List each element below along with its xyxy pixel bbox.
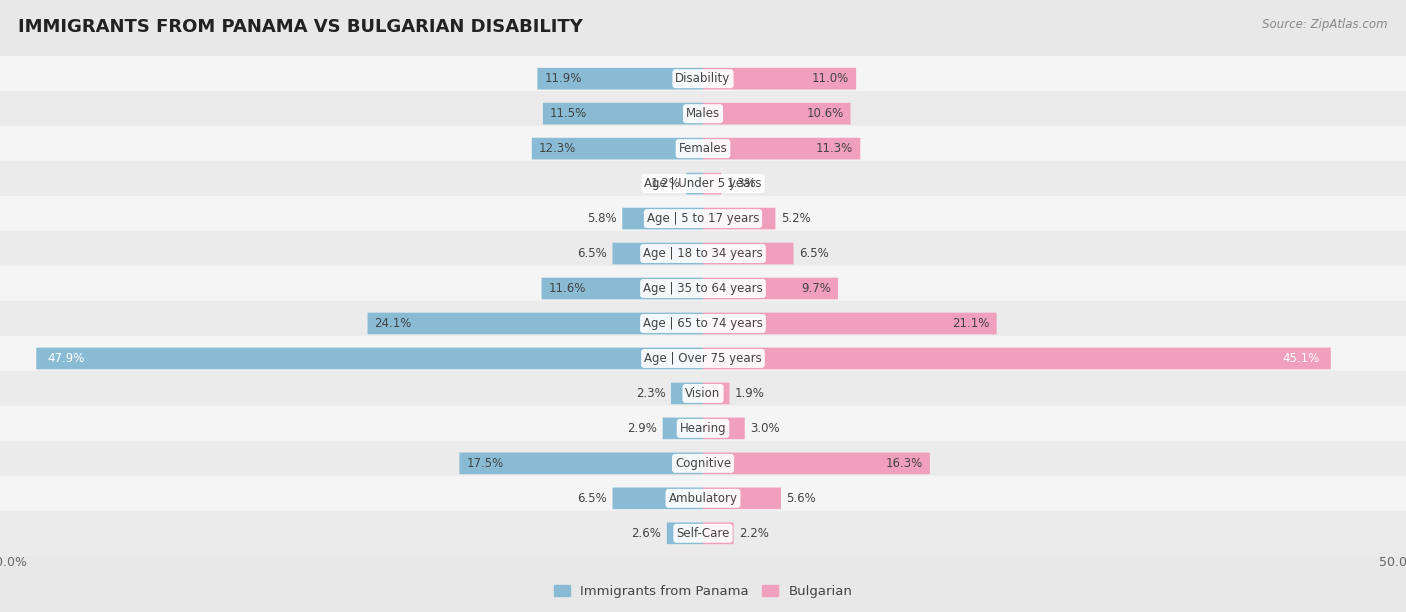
Text: Age | Under 5 years: Age | Under 5 years xyxy=(644,177,762,190)
FancyBboxPatch shape xyxy=(703,348,1330,369)
Text: 2.6%: 2.6% xyxy=(631,527,661,540)
FancyBboxPatch shape xyxy=(531,138,703,160)
Text: 10.6%: 10.6% xyxy=(806,107,844,120)
Text: 5.2%: 5.2% xyxy=(780,212,811,225)
FancyBboxPatch shape xyxy=(703,173,721,195)
FancyBboxPatch shape xyxy=(703,243,793,264)
Text: 3.0%: 3.0% xyxy=(751,422,780,435)
FancyBboxPatch shape xyxy=(671,382,703,405)
FancyBboxPatch shape xyxy=(703,523,734,544)
FancyBboxPatch shape xyxy=(703,488,780,509)
FancyBboxPatch shape xyxy=(662,417,703,439)
FancyBboxPatch shape xyxy=(703,417,745,439)
Text: Age | 5 to 17 years: Age | 5 to 17 years xyxy=(647,212,759,225)
FancyBboxPatch shape xyxy=(0,91,1406,136)
Text: Age | Over 75 years: Age | Over 75 years xyxy=(644,352,762,365)
FancyBboxPatch shape xyxy=(703,313,997,334)
FancyBboxPatch shape xyxy=(666,523,703,544)
Text: Age | 35 to 64 years: Age | 35 to 64 years xyxy=(643,282,763,295)
Text: Disability: Disability xyxy=(675,72,731,85)
FancyBboxPatch shape xyxy=(0,231,1406,276)
Text: Males: Males xyxy=(686,107,720,120)
Text: IMMIGRANTS FROM PANAMA VS BULGARIAN DISABILITY: IMMIGRANTS FROM PANAMA VS BULGARIAN DISA… xyxy=(18,18,583,36)
FancyBboxPatch shape xyxy=(0,161,1406,206)
FancyBboxPatch shape xyxy=(460,452,703,474)
Text: 5.8%: 5.8% xyxy=(588,212,617,225)
Text: 2.3%: 2.3% xyxy=(636,387,665,400)
FancyBboxPatch shape xyxy=(686,173,703,195)
FancyBboxPatch shape xyxy=(613,488,703,509)
FancyBboxPatch shape xyxy=(703,138,860,160)
Text: Cognitive: Cognitive xyxy=(675,457,731,470)
FancyBboxPatch shape xyxy=(0,371,1406,416)
FancyBboxPatch shape xyxy=(367,313,703,334)
Text: 6.5%: 6.5% xyxy=(799,247,828,260)
FancyBboxPatch shape xyxy=(0,196,1406,241)
FancyBboxPatch shape xyxy=(703,103,851,124)
Text: 11.0%: 11.0% xyxy=(811,72,849,85)
Text: 2.9%: 2.9% xyxy=(627,422,657,435)
Text: 9.7%: 9.7% xyxy=(801,282,831,295)
Text: Self-Care: Self-Care xyxy=(676,527,730,540)
FancyBboxPatch shape xyxy=(0,441,1406,486)
Text: 11.3%: 11.3% xyxy=(815,142,853,155)
FancyBboxPatch shape xyxy=(541,278,703,299)
FancyBboxPatch shape xyxy=(537,68,703,89)
FancyBboxPatch shape xyxy=(623,207,703,230)
FancyBboxPatch shape xyxy=(0,406,1406,451)
Text: 16.3%: 16.3% xyxy=(886,457,922,470)
Text: Hearing: Hearing xyxy=(679,422,727,435)
FancyBboxPatch shape xyxy=(703,207,775,230)
FancyBboxPatch shape xyxy=(703,68,856,89)
Text: 1.2%: 1.2% xyxy=(651,177,681,190)
Text: 6.5%: 6.5% xyxy=(578,247,607,260)
Text: 11.6%: 11.6% xyxy=(548,282,586,295)
Text: 11.9%: 11.9% xyxy=(544,72,582,85)
Text: Age | 18 to 34 years: Age | 18 to 34 years xyxy=(643,247,763,260)
Text: Source: ZipAtlas.com: Source: ZipAtlas.com xyxy=(1263,18,1388,31)
Text: 24.1%: 24.1% xyxy=(374,317,412,330)
Text: 45.1%: 45.1% xyxy=(1282,352,1320,365)
FancyBboxPatch shape xyxy=(0,510,1406,556)
FancyBboxPatch shape xyxy=(703,278,838,299)
FancyBboxPatch shape xyxy=(37,348,703,369)
FancyBboxPatch shape xyxy=(543,103,703,124)
Text: Vision: Vision xyxy=(685,387,721,400)
FancyBboxPatch shape xyxy=(613,243,703,264)
Text: 17.5%: 17.5% xyxy=(467,457,503,470)
Text: 11.5%: 11.5% xyxy=(550,107,588,120)
Text: Ambulatory: Ambulatory xyxy=(668,492,738,505)
Text: 1.3%: 1.3% xyxy=(727,177,756,190)
Text: 2.2%: 2.2% xyxy=(740,527,769,540)
Text: 5.6%: 5.6% xyxy=(786,492,817,505)
FancyBboxPatch shape xyxy=(0,300,1406,346)
FancyBboxPatch shape xyxy=(0,266,1406,312)
FancyBboxPatch shape xyxy=(0,336,1406,381)
Text: 6.5%: 6.5% xyxy=(578,492,607,505)
Text: 21.1%: 21.1% xyxy=(952,317,990,330)
FancyBboxPatch shape xyxy=(0,126,1406,171)
FancyBboxPatch shape xyxy=(0,476,1406,521)
FancyBboxPatch shape xyxy=(703,382,730,405)
FancyBboxPatch shape xyxy=(703,452,929,474)
Text: 1.9%: 1.9% xyxy=(735,387,765,400)
Text: Age | 65 to 74 years: Age | 65 to 74 years xyxy=(643,317,763,330)
Text: 12.3%: 12.3% xyxy=(538,142,576,155)
Text: 47.9%: 47.9% xyxy=(48,352,84,365)
FancyBboxPatch shape xyxy=(0,56,1406,102)
Legend: Immigrants from Panama, Bulgarian: Immigrants from Panama, Bulgarian xyxy=(548,580,858,603)
Text: Females: Females xyxy=(679,142,727,155)
